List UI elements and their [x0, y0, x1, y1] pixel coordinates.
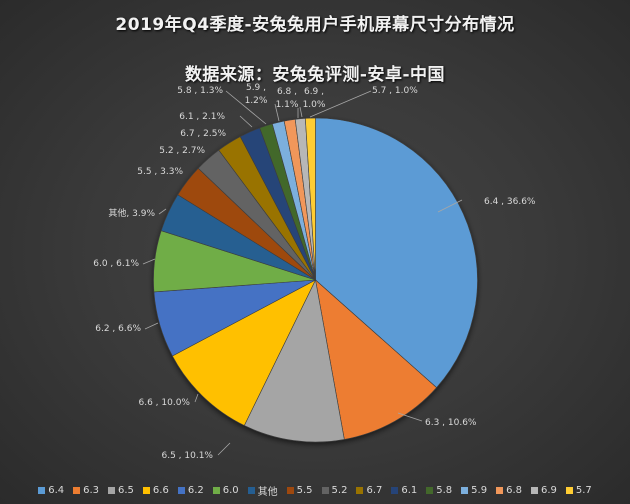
legend-swatch — [426, 487, 434, 494]
leader-line — [225, 90, 267, 125]
legend-label: 6.8 — [506, 485, 522, 496]
legend-item: 5.9 — [461, 483, 487, 498]
legend-item: 5.2 — [321, 483, 348, 498]
legend-swatch — [247, 487, 255, 494]
legend-label: 5.5 — [296, 485, 313, 496]
legend-swatch — [530, 487, 538, 494]
legend-item: 6.5 — [108, 483, 134, 498]
legend-item: 5.7 — [565, 483, 592, 498]
data-label: 6.6 , 10.0% — [139, 398, 191, 408]
legend-item: 6.7 — [356, 483, 382, 498]
legend-swatch — [286, 487, 294, 494]
data-label: 6.3 , 10.6% — [425, 418, 477, 428]
legend-label: 6.9 — [540, 485, 557, 496]
leader-line — [299, 106, 303, 118]
legend-item: 5.8 — [426, 483, 452, 498]
legend: 6.4 6.3 6.5 6.6 6.2 6.0 其他 5.5 5.2 6.7 6.1 5.8 5.9 6.… — [0, 483, 630, 498]
pie-slice — [305, 117, 316, 281]
pie-slices — [153, 117, 478, 443]
legend-swatch — [461, 487, 469, 494]
legend-label: 6.2 — [187, 485, 204, 496]
data-label: 5.7 , 1.0% — [372, 86, 418, 96]
legend-swatch — [321, 487, 329, 494]
chart-subtitle: 数据来源：安兔兔评测-安卓-中国 — [184, 65, 446, 85]
legend-swatch — [142, 487, 150, 494]
legend-label: 5.7 — [575, 485, 592, 496]
data-label: 6.8 , 1.1% — [276, 87, 299, 110]
data-label: 6.5 , 10.1% — [162, 451, 214, 461]
leader-line — [437, 199, 463, 213]
legend-item: 6.8 — [496, 483, 522, 498]
data-labels: 6.4 , 36.6% 6.3 , 10.6% 6.5 , 10.1% 6.6 , 1… — [93, 83, 536, 461]
legend-item: 5.5 — [286, 483, 313, 498]
pie-slice — [315, 117, 478, 389]
pie-slice — [172, 279, 317, 426]
legend-swatch — [391, 487, 399, 494]
data-label: 5.5 , 3.3% — [137, 167, 183, 177]
leader-line — [239, 115, 253, 128]
legend-label: 6.0 — [222, 485, 239, 496]
legend-label: 6.4 — [48, 485, 65, 496]
data-label: 6.9 , 1.0% — [303, 87, 326, 110]
legend-item: 6.0 — [212, 483, 239, 498]
leader-line — [217, 442, 231, 456]
legend-label: 6.1 — [401, 485, 418, 496]
legend-item: 6.6 — [142, 483, 169, 498]
legend-swatch — [212, 487, 220, 494]
legend-swatch — [108, 487, 116, 494]
leader-line — [144, 322, 159, 330]
pie-slice — [315, 279, 438, 440]
legend-label: 6.3 — [83, 485, 100, 496]
leader-line — [274, 103, 280, 122]
data-label: 6.4 , 36.6% — [484, 197, 536, 207]
legend-label: 6.7 — [366, 485, 383, 496]
data-label: 6.2 , 6.6% — [95, 324, 141, 334]
legend-item: 6.9 — [530, 483, 557, 498]
legend-item: 其他 — [247, 483, 278, 498]
legend-swatch — [177, 487, 185, 494]
data-label: 其他, 3.9% — [108, 207, 155, 219]
data-label: 6.0 , 6.1% — [93, 259, 139, 269]
legend-label: 5.9 — [471, 485, 488, 496]
data-label: 6.1 , 2.1% — [179, 112, 225, 122]
legend-swatch — [73, 487, 81, 494]
data-label: 5.9 , 1.2% — [245, 83, 268, 106]
legend-label: 5.2 — [331, 485, 348, 496]
leader-line — [194, 393, 199, 403]
leader-line — [142, 258, 156, 265]
data-label: 6.7 , 2.5% — [180, 129, 226, 139]
data-label: 5.8 , 1.3% — [177, 86, 223, 96]
legend-item: 6.1 — [391, 483, 417, 498]
legend-label: 其他 — [257, 487, 278, 498]
legend-label: 6.5 — [118, 485, 134, 496]
pie-slice — [243, 279, 345, 443]
legend-label: 5.8 — [436, 485, 453, 496]
leader-line — [158, 208, 167, 215]
legend-swatch — [38, 487, 46, 494]
legend-swatch — [356, 487, 364, 494]
legend-swatch — [496, 487, 504, 494]
legend-item: 6.2 — [177, 483, 204, 498]
legend-label: 6.6 — [152, 485, 169, 496]
data-label: 5.2 , 2.7% — [159, 146, 205, 156]
legend-swatch — [565, 487, 573, 494]
leader-lines — [142, 90, 463, 456]
leader-line — [397, 412, 423, 422]
chart-title: 2019年Q4季度-安兔兔用户手机屏幕尺寸分布情况 — [115, 15, 515, 35]
leader-line — [309, 90, 372, 118]
legend-item: 6.4 — [38, 483, 64, 498]
legend-item: 6.3 — [73, 483, 99, 498]
